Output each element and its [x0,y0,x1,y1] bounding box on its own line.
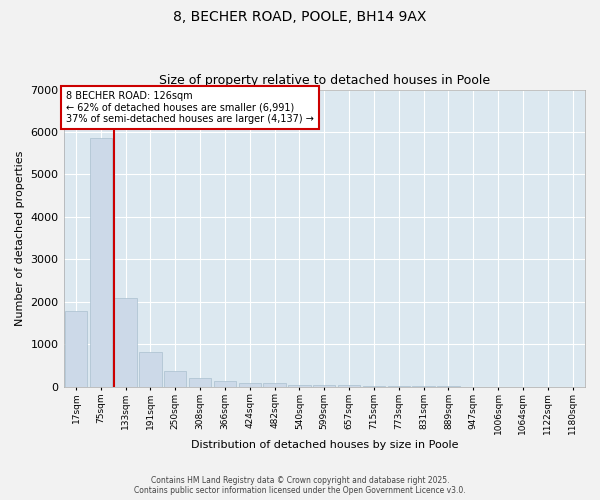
Text: 8, BECHER ROAD, POOLE, BH14 9AX: 8, BECHER ROAD, POOLE, BH14 9AX [173,10,427,24]
Bar [189,378,211,387]
Bar [115,298,137,387]
Bar [65,311,87,387]
Bar [313,385,335,387]
X-axis label: Distribution of detached houses by size in Poole: Distribution of detached houses by size … [191,440,458,450]
Bar [89,138,112,387]
Bar [139,352,161,387]
Bar [164,372,187,387]
Bar [388,386,410,387]
Bar [214,381,236,387]
Bar [239,383,261,387]
Bar [263,384,286,387]
Bar [288,384,311,387]
Text: 8 BECHER ROAD: 126sqm
← 62% of detached houses are smaller (6,991)
37% of semi-d: 8 BECHER ROAD: 126sqm ← 62% of detached … [66,91,314,124]
Title: Size of property relative to detached houses in Poole: Size of property relative to detached ho… [159,74,490,87]
Y-axis label: Number of detached properties: Number of detached properties [15,150,25,326]
Bar [338,386,360,387]
Text: Contains HM Land Registry data © Crown copyright and database right 2025.
Contai: Contains HM Land Registry data © Crown c… [134,476,466,495]
Bar [363,386,385,387]
